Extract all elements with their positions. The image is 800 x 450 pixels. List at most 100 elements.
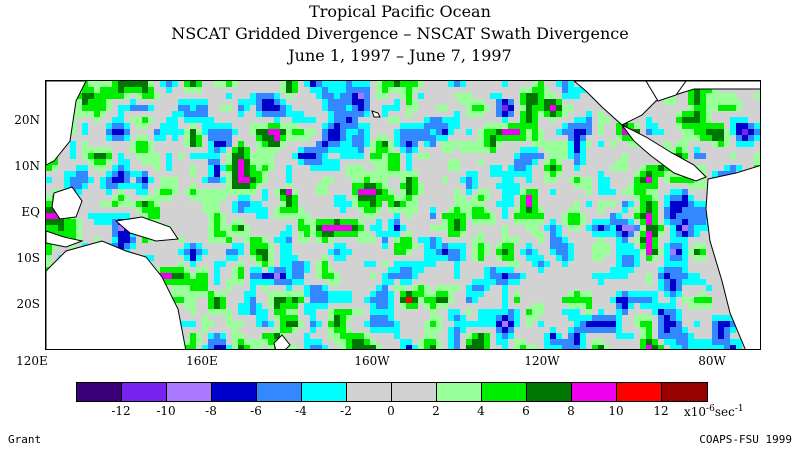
field-cell (196, 81, 202, 87)
field-cell (604, 267, 610, 273)
field-cell (520, 303, 526, 309)
field-cell (724, 123, 730, 129)
field-cell (424, 117, 430, 123)
field-cell (508, 219, 514, 225)
field-cell (694, 255, 700, 261)
field-cell (118, 141, 124, 147)
field-cell (136, 81, 142, 87)
field-cell (718, 129, 724, 135)
field-cell (514, 231, 520, 237)
field-cell (592, 189, 598, 195)
field-cell (580, 159, 586, 165)
field-cell (472, 99, 478, 105)
field-cell (136, 87, 142, 93)
field-cell (184, 303, 190, 309)
field-cell (406, 261, 412, 267)
field-cell (694, 207, 700, 213)
field-cell (298, 81, 304, 87)
field-cell (340, 81, 346, 87)
field-cell (340, 201, 346, 207)
field-cell (322, 213, 328, 219)
field-cell (544, 219, 550, 225)
field-cell (556, 93, 562, 99)
field-cell (484, 177, 490, 183)
field-cell (664, 129, 670, 135)
field-cell (94, 135, 100, 141)
field-cell (628, 219, 634, 225)
field-cell (250, 177, 256, 183)
field-cell (496, 315, 502, 321)
field-cell (178, 291, 184, 297)
field-cell (646, 183, 652, 189)
field-cell (496, 207, 502, 213)
field-cell (160, 255, 166, 261)
field-cell (622, 177, 628, 183)
field-cell (268, 123, 274, 129)
field-cell (418, 105, 424, 111)
field-cell (640, 123, 646, 129)
field-cell (286, 93, 292, 99)
field-cell (448, 279, 454, 285)
field-cell (262, 279, 268, 285)
field-cell (226, 255, 232, 261)
field-cell (358, 273, 364, 279)
field-cell (196, 255, 202, 261)
field-cell (364, 297, 370, 303)
field-cell (346, 243, 352, 249)
field-cell (196, 117, 202, 123)
field-cell (340, 279, 346, 285)
field-cell (562, 117, 568, 123)
field-cell (520, 321, 526, 327)
field-cell (688, 177, 694, 183)
field-cell (436, 267, 442, 273)
field-cell (124, 243, 130, 249)
field-cell (256, 297, 262, 303)
field-cell (346, 309, 352, 315)
field-cell (694, 291, 700, 297)
field-cell (202, 321, 208, 327)
field-cell (424, 177, 430, 183)
field-cell (268, 183, 274, 189)
field-cell (412, 105, 418, 111)
field-cell (256, 273, 262, 279)
field-cell (292, 183, 298, 189)
field-cell (226, 279, 232, 285)
field-cell (478, 255, 484, 261)
field-cell (574, 171, 580, 177)
field-cell (418, 147, 424, 153)
field-cell (580, 315, 586, 321)
field-cell (496, 279, 502, 285)
field-cell (592, 261, 598, 267)
field-cell (664, 201, 670, 207)
field-cell (412, 195, 418, 201)
field-cell (568, 321, 574, 327)
field-cell (550, 207, 556, 213)
field-cell (292, 99, 298, 105)
field-cell (496, 195, 502, 201)
field-cell (166, 135, 172, 141)
field-cell (298, 261, 304, 267)
field-cell (586, 183, 592, 189)
field-cell (466, 189, 472, 195)
field-cell (568, 267, 574, 273)
field-cell (514, 267, 520, 273)
field-cell (118, 207, 124, 213)
field-cell (262, 225, 268, 231)
field-cell (106, 213, 112, 219)
field-cell (220, 309, 226, 315)
field-cell (166, 273, 172, 279)
field-cell (382, 261, 388, 267)
field-cell (430, 105, 436, 111)
field-cell (154, 261, 160, 267)
field-cell (538, 141, 544, 147)
field-cell (682, 117, 688, 123)
field-cell (550, 99, 556, 105)
field-cell (604, 237, 610, 243)
field-cell (286, 237, 292, 243)
field-cell (466, 291, 472, 297)
field-cell (448, 171, 454, 177)
field-cell (100, 105, 106, 111)
field-cell (346, 87, 352, 93)
field-cell (394, 189, 400, 195)
field-cell (196, 99, 202, 105)
